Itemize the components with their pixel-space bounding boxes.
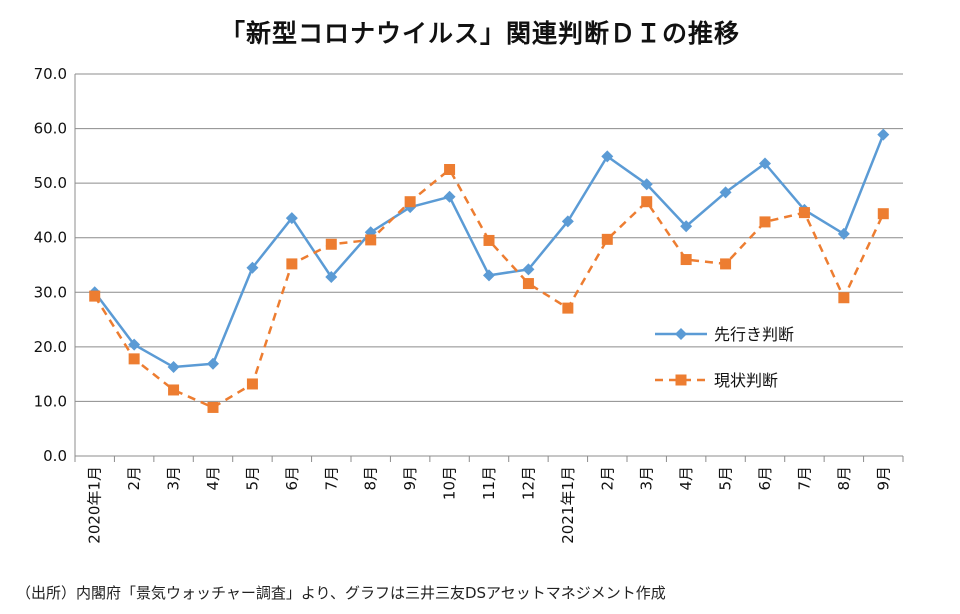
data-point bbox=[561, 215, 574, 228]
data-point bbox=[759, 216, 771, 228]
x-tick-label: 8月 bbox=[362, 466, 380, 491]
x-tick-label: 2月 bbox=[598, 466, 616, 491]
data-point bbox=[562, 302, 574, 314]
legend-marker bbox=[675, 328, 687, 340]
x-tick-label: 9月 bbox=[401, 466, 419, 491]
x-tick-label: 4月 bbox=[204, 466, 222, 491]
x-tick-label: 10月 bbox=[441, 466, 459, 500]
y-tick-label: 40.0 bbox=[34, 229, 67, 247]
axes bbox=[74, 74, 904, 462]
data-point bbox=[719, 186, 732, 199]
x-tick-label: 9月 bbox=[874, 466, 892, 491]
data-point bbox=[246, 261, 259, 274]
y-tick-label: 60.0 bbox=[34, 120, 67, 138]
data-point bbox=[837, 227, 850, 240]
data-point bbox=[483, 269, 495, 282]
x-tick-label: 8月 bbox=[835, 466, 853, 491]
data-point bbox=[365, 234, 377, 246]
data-point bbox=[640, 178, 653, 191]
x-tick-label: 2月 bbox=[125, 466, 143, 491]
x-tick-label: 2021年1月 bbox=[559, 466, 577, 544]
data-point bbox=[325, 238, 337, 250]
data-point bbox=[641, 196, 653, 208]
x-tick-label: 7月 bbox=[322, 466, 340, 491]
data-point bbox=[89, 290, 101, 302]
legend-label: 現状判断 bbox=[714, 371, 778, 390]
data-point bbox=[167, 361, 180, 374]
data-point bbox=[759, 157, 771, 170]
data-point bbox=[286, 258, 298, 270]
series-2 bbox=[89, 164, 889, 413]
x-tick-label: 4月 bbox=[677, 466, 695, 491]
x-tick-label: 3月 bbox=[638, 466, 656, 491]
y-tick-label: 30.0 bbox=[34, 283, 67, 301]
data-point bbox=[601, 233, 613, 245]
x-tick-label: 3月 bbox=[165, 466, 183, 491]
x-tick-label: 6月 bbox=[756, 466, 774, 491]
data-point bbox=[680, 220, 693, 233]
legend-label: 先行き判断 bbox=[714, 325, 794, 344]
x-tick-label: 7月 bbox=[795, 466, 813, 491]
y-tick-label: 10.0 bbox=[34, 392, 67, 410]
data-point bbox=[325, 271, 338, 284]
chart-title: 「新型コロナウイルス」関連判断ＤＩの推移 bbox=[219, 19, 740, 48]
data-point bbox=[128, 338, 141, 351]
y-tick-labels: 0.0 10.0 20.0 30.0 40.0 50.0 60.0 70.0 bbox=[34, 65, 67, 465]
data-point bbox=[285, 212, 298, 225]
data-point bbox=[798, 207, 810, 219]
x-tick-label: 11月 bbox=[480, 466, 498, 500]
x-tick-label: 6月 bbox=[283, 466, 301, 491]
series-1 bbox=[88, 128, 890, 374]
data-point bbox=[207, 401, 219, 413]
legend-marker bbox=[675, 374, 687, 386]
x-tick-label: 12月 bbox=[519, 466, 537, 500]
data-point bbox=[128, 353, 140, 365]
data-point bbox=[838, 292, 850, 304]
data-point bbox=[444, 164, 456, 175]
x-tick-label: 5月 bbox=[717, 466, 735, 491]
y-tick-label: 0.0 bbox=[43, 447, 67, 465]
data-point bbox=[483, 234, 495, 246]
data-point bbox=[522, 278, 534, 290]
data-point bbox=[246, 378, 258, 390]
series-line bbox=[93, 168, 885, 409]
y-tick-label: 50.0 bbox=[34, 174, 67, 192]
series-lines bbox=[88, 128, 890, 413]
legend-entry: 先行き判断 bbox=[655, 325, 794, 344]
x-tick-label: 2020年1月 bbox=[86, 466, 104, 544]
data-point bbox=[877, 208, 889, 220]
x-tick-label: 5月 bbox=[243, 466, 261, 491]
y-tick-label: 70.0 bbox=[34, 65, 67, 83]
data-point bbox=[207, 357, 219, 370]
data-point bbox=[601, 150, 614, 163]
data-point bbox=[168, 384, 180, 396]
data-point bbox=[522, 263, 535, 276]
data-point bbox=[680, 254, 692, 266]
data-point bbox=[877, 128, 890, 141]
grid-lines bbox=[75, 73, 903, 402]
data-point bbox=[404, 196, 416, 208]
data-point bbox=[720, 258, 732, 270]
x-tick-labels: 2020年1月 2月 3月 4月 5月 6月 7月 8月 9月 10月 11月 12月 2021年1月 2… bbox=[86, 466, 893, 544]
legend-entry: 現状判断 bbox=[655, 371, 778, 390]
source-note: （出所）内閣府「景気ウォッチャー調査」より、グラフは三井三友DSアセットマネジメ… bbox=[16, 584, 666, 602]
y-tick-label: 20.0 bbox=[34, 338, 67, 356]
data-point bbox=[443, 190, 456, 203]
